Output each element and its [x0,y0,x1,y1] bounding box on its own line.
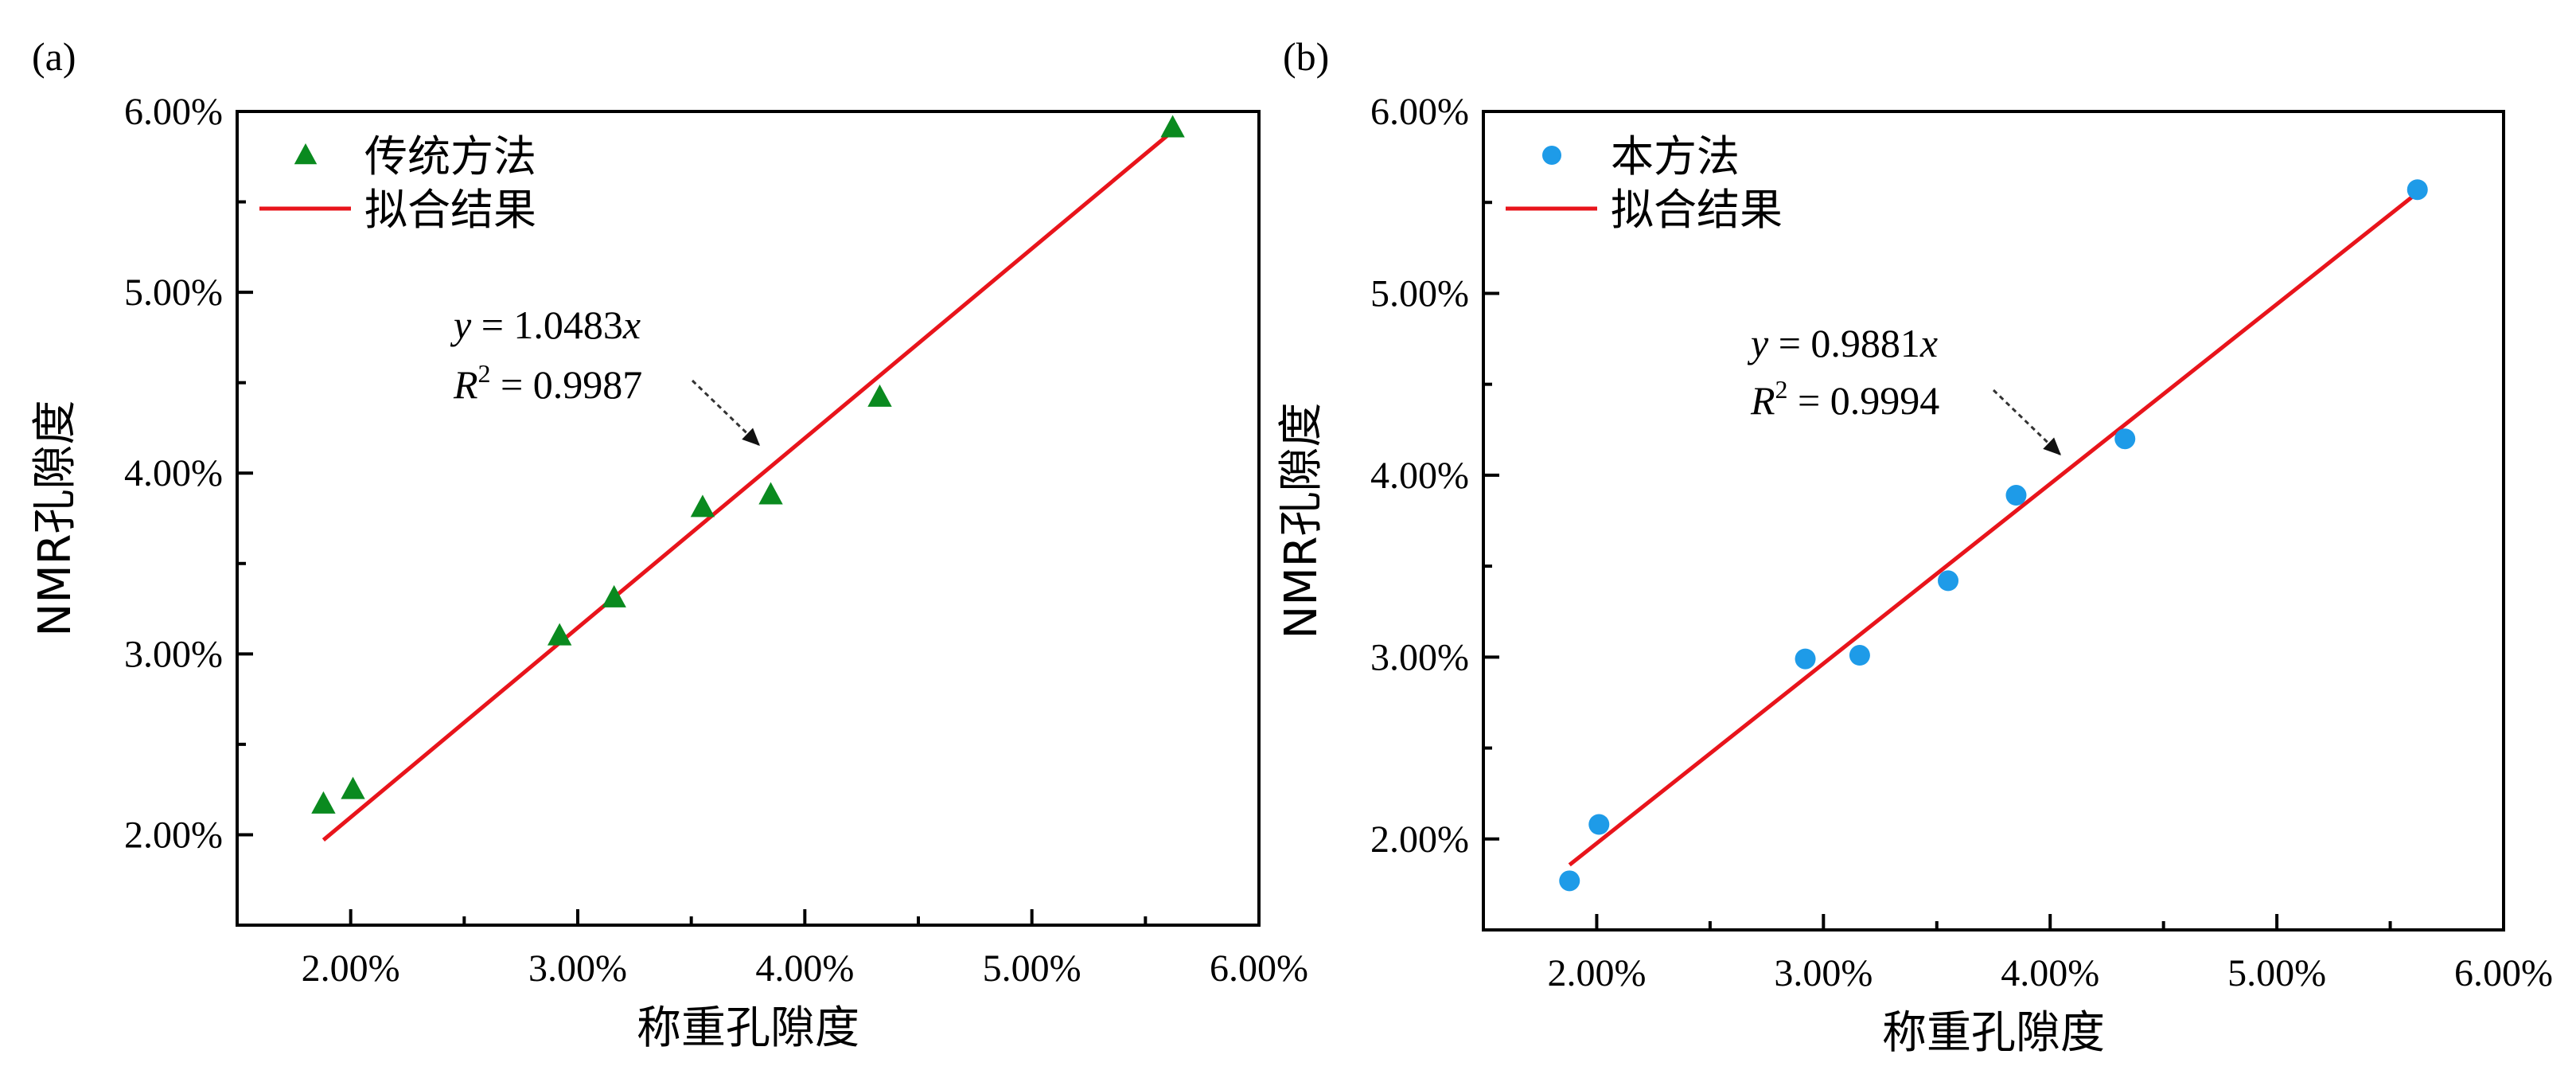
legend-label-marker: 传统方法 [364,131,536,182]
x-tick-label: 5.00% [983,947,1081,990]
fit-equation: y = 0.9881x [1747,321,1938,365]
annotation-arrow [691,379,762,447]
y-tick-label: 2.00% [124,814,223,856]
annotation-arrowhead [742,428,760,446]
x-tick-label: 3.00% [1774,952,1873,994]
y-tick-label: 4.00% [124,452,223,494]
y-tick-label: 5.00% [124,271,223,314]
data-point-triangle [341,776,365,799]
equation-slope: = 1.0483 [471,303,623,347]
x-tick-label: 4.00% [2001,952,2099,994]
legend-marker-circle [1542,146,1561,165]
data-point-triangle [547,623,572,646]
legend-label-line: 拟合结果 [364,185,536,235]
data-point-circle [1938,570,1959,592]
y-tick-label: 6.00% [124,91,223,133]
x-axis-title: 称重孔隙度 [637,1002,859,1054]
panel-label: (a) [32,34,76,79]
plot-frame [236,110,1261,927]
data-point-triangle [867,384,892,407]
fit-line [1568,191,2419,867]
equation-y: y [450,303,472,347]
data-point-triangle [690,494,715,518]
data-point-circle [1588,814,1610,835]
data-point-triangle [758,482,783,505]
data-point-triangle [1160,115,1185,138]
r2-symbol: R [1750,378,1775,423]
x-tick-label: 4.00% [755,947,854,990]
x-tick-label: 6.00% [2454,952,2553,994]
x-tick-label: 5.00% [2227,952,2326,994]
annotation-arrowhead [2043,437,2061,455]
r-squared: R2 = 0.9994 [1750,375,1939,423]
y-tick-label: 4.00% [1370,455,1469,497]
x-axis-title: 称重孔隙度 [1882,1007,2105,1059]
equation-slope: = 0.9881 [1768,321,1920,365]
data-point-circle [2114,428,2136,450]
r-squared: R2 = 0.9987 [453,359,642,407]
x-tick-label: 2.00% [302,947,400,990]
r2-symbol: R [453,362,478,407]
x-tick-label: 3.00% [528,947,627,990]
data-point-circle [2406,179,2428,201]
y-tick-label: 2.00% [1370,818,1469,861]
data-point-circle [1849,645,1870,666]
r2-value: = 0.9994 [1788,378,1940,423]
legend-marker-triangle [294,143,318,165]
plot-frame [1482,110,2505,932]
r2-superscript: 2 [1775,375,1788,404]
equation-y: y [1747,321,1769,365]
chart-panel-a: (a) 2.00% 3.00% 4.00% 5.00% 6.00% 2.00% 3.00% 4.… [29,34,1308,1054]
y-axis-title: NMR孔隙度 [29,400,81,636]
data-point-triangle [602,584,626,607]
r2-value: = 0.9987 [491,362,643,407]
chart-panel-b: (b) 2.00% 3.00% 4.00% 5.00% 6.00% 2.00% 3.00% 4.… [1276,34,2553,1059]
y-axis-title: NMR孔隙度 [1276,402,1327,639]
x-tick-label: 6.00% [1210,947,1308,990]
y-tick-label: 6.00% [1370,91,1469,133]
fit-line [322,129,1175,842]
panel-label: (b) [1283,34,1329,79]
annotation-arrow [1992,389,2063,457]
data-point-circle [1559,870,1580,892]
equation-x: x [1919,321,1938,365]
r2-superscript: 2 [478,359,491,388]
x-tick-label: 2.00% [1547,952,1646,994]
data-point-circle [1795,648,1816,670]
equation-x: x [622,303,641,347]
fit-equation: y = 1.0483x [450,303,641,347]
data-point-triangle [311,791,336,814]
data-point-circle [2005,485,2027,506]
y-tick-label: 5.00% [1370,272,1469,314]
legend-label-line: 拟合结果 [1611,185,1783,235]
legend-label-marker: 本方法 [1611,131,1740,182]
y-tick-label: 3.00% [1370,636,1469,678]
y-tick-label: 3.00% [124,633,223,675]
